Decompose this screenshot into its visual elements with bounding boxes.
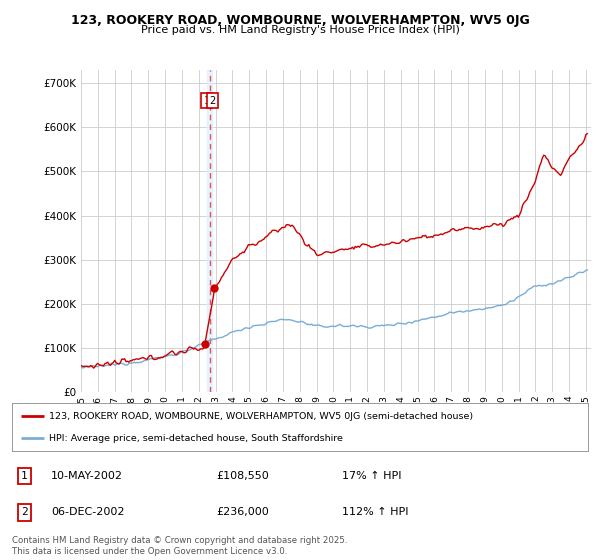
Text: £236,000: £236,000 — [216, 507, 269, 517]
Text: 1: 1 — [203, 96, 209, 106]
Text: 10-MAY-2002: 10-MAY-2002 — [51, 471, 123, 481]
Text: 06-DEC-2002: 06-DEC-2002 — [51, 507, 125, 517]
Text: 123, ROOKERY ROAD, WOMBOURNE, WOLVERHAMPTON, WV5 0JG: 123, ROOKERY ROAD, WOMBOURNE, WOLVERHAMP… — [71, 14, 529, 27]
Text: Price paid vs. HM Land Registry's House Price Index (HPI): Price paid vs. HM Land Registry's House … — [140, 25, 460, 35]
Text: 1: 1 — [21, 471, 28, 481]
Text: 2: 2 — [209, 96, 216, 106]
Bar — [207, 70, 212, 392]
Text: £108,550: £108,550 — [216, 471, 269, 481]
Text: HPI: Average price, semi-detached house, South Staffordshire: HPI: Average price, semi-detached house,… — [49, 434, 343, 443]
Text: 17% ↑ HPI: 17% ↑ HPI — [342, 471, 401, 481]
Text: Contains HM Land Registry data © Crown copyright and database right 2025.
This d: Contains HM Land Registry data © Crown c… — [12, 536, 347, 556]
Text: 2: 2 — [21, 507, 28, 517]
Text: 112% ↑ HPI: 112% ↑ HPI — [342, 507, 409, 517]
Text: 123, ROOKERY ROAD, WOMBOURNE, WOLVERHAMPTON, WV5 0JG (semi-detached house): 123, ROOKERY ROAD, WOMBOURNE, WOLVERHAMP… — [49, 412, 473, 421]
